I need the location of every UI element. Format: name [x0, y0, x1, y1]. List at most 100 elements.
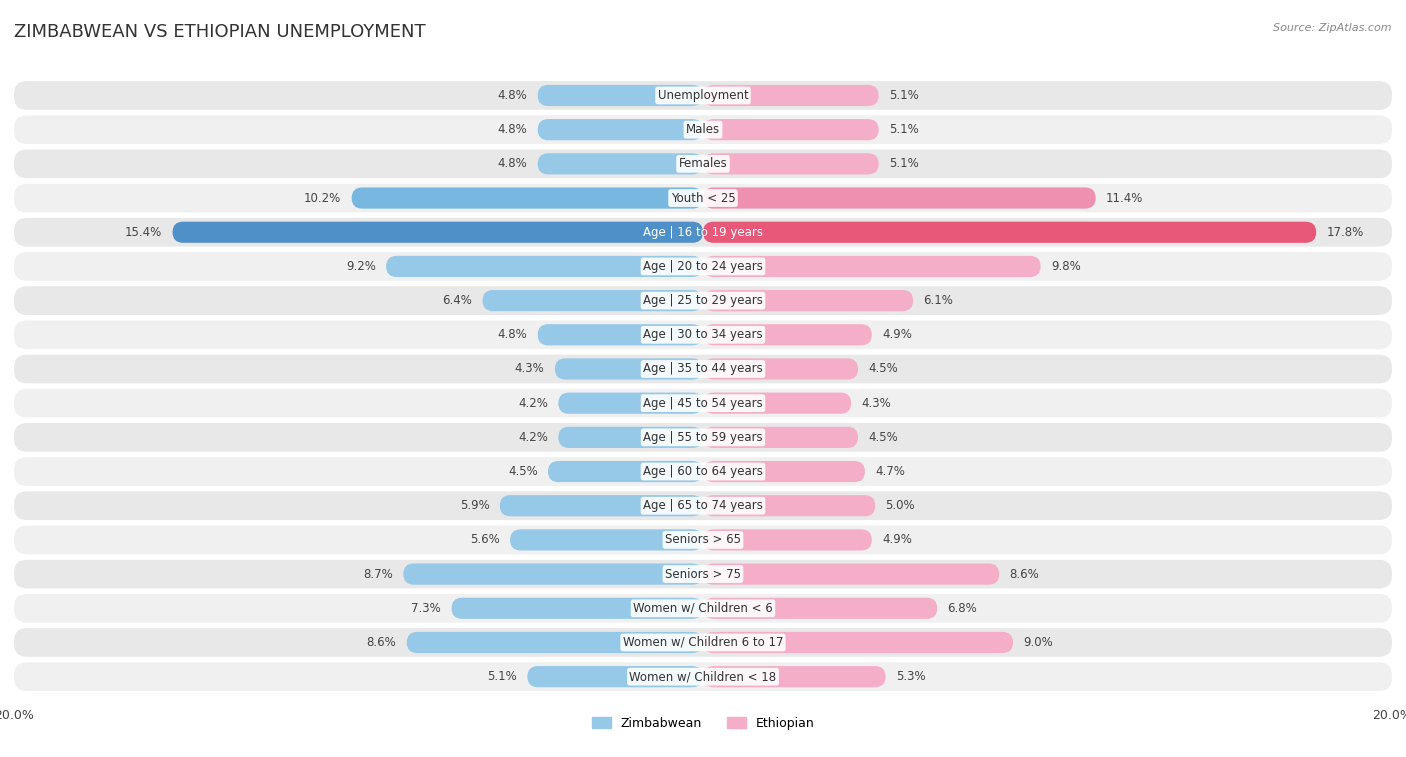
Text: 6.4%: 6.4%: [443, 294, 472, 307]
FancyBboxPatch shape: [537, 85, 703, 106]
FancyBboxPatch shape: [14, 320, 1392, 349]
Text: 8.6%: 8.6%: [1010, 568, 1039, 581]
FancyBboxPatch shape: [548, 461, 703, 482]
Text: 4.3%: 4.3%: [862, 397, 891, 410]
Text: 5.1%: 5.1%: [488, 670, 517, 683]
FancyBboxPatch shape: [14, 662, 1392, 691]
Text: Unemployment: Unemployment: [658, 89, 748, 102]
FancyBboxPatch shape: [14, 491, 1392, 520]
FancyBboxPatch shape: [703, 495, 875, 516]
Text: 4.2%: 4.2%: [519, 431, 548, 444]
Text: 5.1%: 5.1%: [889, 123, 918, 136]
Text: Source: ZipAtlas.com: Source: ZipAtlas.com: [1274, 23, 1392, 33]
FancyBboxPatch shape: [703, 324, 872, 345]
Text: ZIMBABWEAN VS ETHIOPIAN UNEMPLOYMENT: ZIMBABWEAN VS ETHIOPIAN UNEMPLOYMENT: [14, 23, 426, 41]
FancyBboxPatch shape: [14, 252, 1392, 281]
FancyBboxPatch shape: [703, 222, 1316, 243]
FancyBboxPatch shape: [451, 598, 703, 619]
Text: Age | 45 to 54 years: Age | 45 to 54 years: [643, 397, 763, 410]
FancyBboxPatch shape: [558, 393, 703, 414]
Legend: Zimbabwean, Ethiopian: Zimbabwean, Ethiopian: [585, 710, 821, 736]
FancyBboxPatch shape: [14, 628, 1392, 657]
FancyBboxPatch shape: [537, 119, 703, 140]
Text: 15.4%: 15.4%: [125, 226, 162, 238]
FancyBboxPatch shape: [14, 594, 1392, 623]
Text: 5.6%: 5.6%: [470, 534, 499, 547]
Text: 4.9%: 4.9%: [882, 329, 912, 341]
FancyBboxPatch shape: [14, 218, 1392, 247]
FancyBboxPatch shape: [14, 457, 1392, 486]
Text: Seniors > 75: Seniors > 75: [665, 568, 741, 581]
Text: 5.0%: 5.0%: [886, 499, 915, 512]
Text: 6.8%: 6.8%: [948, 602, 977, 615]
FancyBboxPatch shape: [14, 184, 1392, 213]
FancyBboxPatch shape: [14, 115, 1392, 144]
Text: Age | 16 to 19 years: Age | 16 to 19 years: [643, 226, 763, 238]
FancyBboxPatch shape: [482, 290, 703, 311]
FancyBboxPatch shape: [406, 632, 703, 653]
Text: Age | 35 to 44 years: Age | 35 to 44 years: [643, 363, 763, 375]
FancyBboxPatch shape: [703, 188, 1095, 209]
Text: 5.3%: 5.3%: [896, 670, 925, 683]
Text: 9.0%: 9.0%: [1024, 636, 1053, 649]
Text: 4.8%: 4.8%: [498, 89, 527, 102]
Text: 17.8%: 17.8%: [1326, 226, 1364, 238]
Text: Females: Females: [679, 157, 727, 170]
Text: 5.1%: 5.1%: [889, 157, 918, 170]
Text: Age | 65 to 74 years: Age | 65 to 74 years: [643, 499, 763, 512]
Text: 6.1%: 6.1%: [924, 294, 953, 307]
FancyBboxPatch shape: [499, 495, 703, 516]
FancyBboxPatch shape: [14, 354, 1392, 383]
Text: Age | 60 to 64 years: Age | 60 to 64 years: [643, 465, 763, 478]
FancyBboxPatch shape: [537, 153, 703, 174]
Text: 9.2%: 9.2%: [346, 260, 375, 273]
FancyBboxPatch shape: [703, 119, 879, 140]
Text: 5.1%: 5.1%: [889, 89, 918, 102]
Text: Women w/ Children 6 to 17: Women w/ Children 6 to 17: [623, 636, 783, 649]
FancyBboxPatch shape: [14, 81, 1392, 110]
Text: Males: Males: [686, 123, 720, 136]
Text: 10.2%: 10.2%: [304, 192, 342, 204]
FancyBboxPatch shape: [555, 358, 703, 379]
FancyBboxPatch shape: [173, 222, 703, 243]
Text: 9.8%: 9.8%: [1050, 260, 1081, 273]
Text: Age | 30 to 34 years: Age | 30 to 34 years: [643, 329, 763, 341]
Text: 4.8%: 4.8%: [498, 123, 527, 136]
Text: 4.5%: 4.5%: [508, 465, 537, 478]
Text: Seniors > 65: Seniors > 65: [665, 534, 741, 547]
FancyBboxPatch shape: [703, 256, 1040, 277]
FancyBboxPatch shape: [14, 423, 1392, 452]
FancyBboxPatch shape: [14, 389, 1392, 418]
FancyBboxPatch shape: [14, 525, 1392, 554]
FancyBboxPatch shape: [703, 393, 851, 414]
Text: 8.6%: 8.6%: [367, 636, 396, 649]
Text: Women w/ Children < 18: Women w/ Children < 18: [630, 670, 776, 683]
Text: 4.7%: 4.7%: [875, 465, 905, 478]
FancyBboxPatch shape: [703, 666, 886, 687]
FancyBboxPatch shape: [703, 461, 865, 482]
FancyBboxPatch shape: [352, 188, 703, 209]
Text: Women w/ Children < 6: Women w/ Children < 6: [633, 602, 773, 615]
Text: 4.5%: 4.5%: [869, 431, 898, 444]
Text: 4.3%: 4.3%: [515, 363, 544, 375]
FancyBboxPatch shape: [703, 563, 1000, 584]
FancyBboxPatch shape: [703, 290, 912, 311]
FancyBboxPatch shape: [510, 529, 703, 550]
FancyBboxPatch shape: [537, 324, 703, 345]
Text: Age | 20 to 24 years: Age | 20 to 24 years: [643, 260, 763, 273]
Text: 4.2%: 4.2%: [519, 397, 548, 410]
FancyBboxPatch shape: [404, 563, 703, 584]
FancyBboxPatch shape: [558, 427, 703, 448]
FancyBboxPatch shape: [703, 153, 879, 174]
FancyBboxPatch shape: [14, 149, 1392, 178]
FancyBboxPatch shape: [14, 286, 1392, 315]
FancyBboxPatch shape: [703, 85, 879, 106]
Text: 5.9%: 5.9%: [460, 499, 489, 512]
Text: Age | 55 to 59 years: Age | 55 to 59 years: [643, 431, 763, 444]
FancyBboxPatch shape: [703, 358, 858, 379]
Text: Age | 25 to 29 years: Age | 25 to 29 years: [643, 294, 763, 307]
Text: 7.3%: 7.3%: [412, 602, 441, 615]
Text: 4.9%: 4.9%: [882, 534, 912, 547]
Text: 4.5%: 4.5%: [869, 363, 898, 375]
FancyBboxPatch shape: [703, 598, 938, 619]
